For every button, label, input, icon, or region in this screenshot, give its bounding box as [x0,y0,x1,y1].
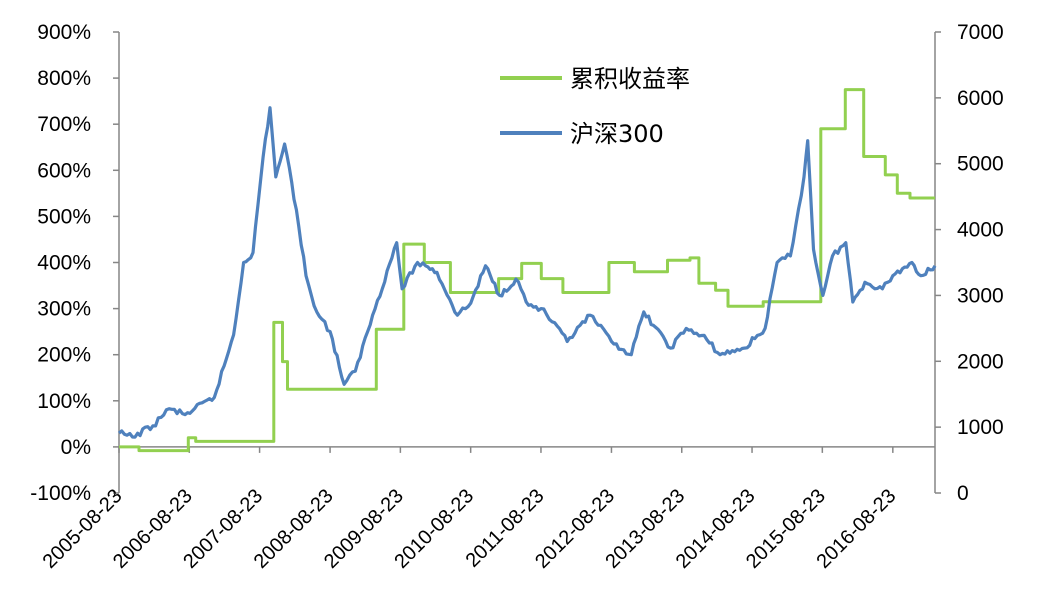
right-tick-label: 6000 [957,87,1004,110]
left-tick-label: 500% [37,205,91,228]
left-tick-label: 400% [37,252,91,275]
series-layer [117,88,937,453]
left-tick-label: -100% [30,482,91,505]
series-line-0 [119,88,935,453]
legend-label-0: 累积收益率 [570,65,690,93]
left-tick-label: 900% [37,21,91,44]
right-tick-label: 0 [957,482,969,505]
right-tick-label: 7000 [957,21,1004,44]
left-tick-label: 700% [37,113,91,136]
left-tick-label: 0% [61,436,91,459]
right-tick-label: 4000 [957,219,1004,242]
left-tick-label: 200% [37,344,91,367]
left-tick-label: 300% [37,298,91,321]
legend-label-1: 沪深300 [570,120,664,148]
series-line-1 [117,106,937,439]
left-tick-label: 100% [37,390,91,413]
axes: -100% 0% 100% 200% 300% 400% 500% 600% 700% 800% 9… [30,21,1003,573]
left-tick-label: 800% [37,67,91,90]
left-tick-label: 600% [37,159,91,182]
right-tick-label: 1000 [957,416,1004,439]
right-tick-label: 2000 [957,350,1004,373]
right-tick-label: 5000 [957,153,1004,176]
right-tick-label: 3000 [957,284,1004,307]
